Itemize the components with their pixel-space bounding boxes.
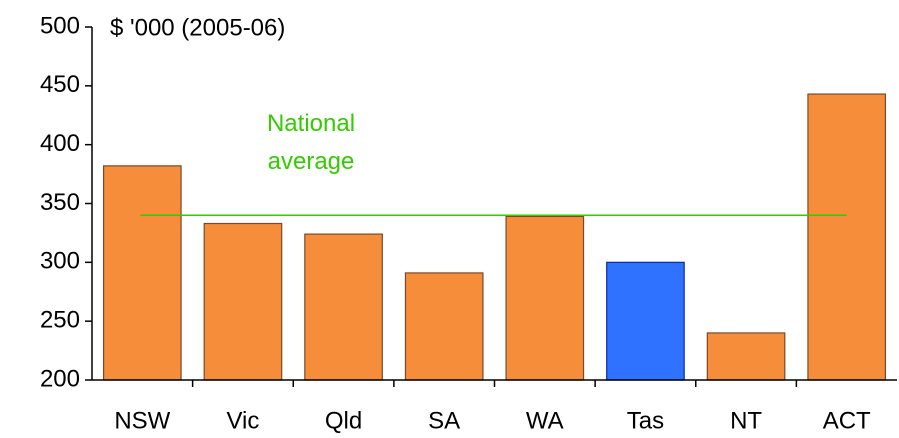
x-tick-label: NSW [114,407,170,434]
reference-label: National average [267,110,355,175]
y-tick-label: 500 [40,12,80,39]
y-tick-label: 400 [40,130,80,157]
bar [102,165,182,381]
x-tick-label: Tas [627,407,664,434]
bar [304,233,383,381]
bar [505,215,585,381]
y-tick-label: 450 [40,71,80,98]
y-tick-label: 350 [40,189,80,216]
y-tick-label: 200 [40,365,80,392]
bar [606,261,685,381]
x-tick-label: Vic [226,407,259,434]
x-tick-label: WA [526,407,564,434]
x-tick-label: SA [428,407,460,434]
x-tick-label: Qld [325,407,362,434]
y-tick-label: 300 [40,248,80,275]
bar [706,332,786,381]
y-axis-label: $ '000 (2005-06) [110,14,285,41]
y-tick-label: 250 [40,307,80,334]
bar [807,93,887,381]
x-tick-label: NT [730,407,762,434]
bar [203,222,283,381]
x-tick-label: ACT [823,407,871,434]
bar [404,272,484,381]
